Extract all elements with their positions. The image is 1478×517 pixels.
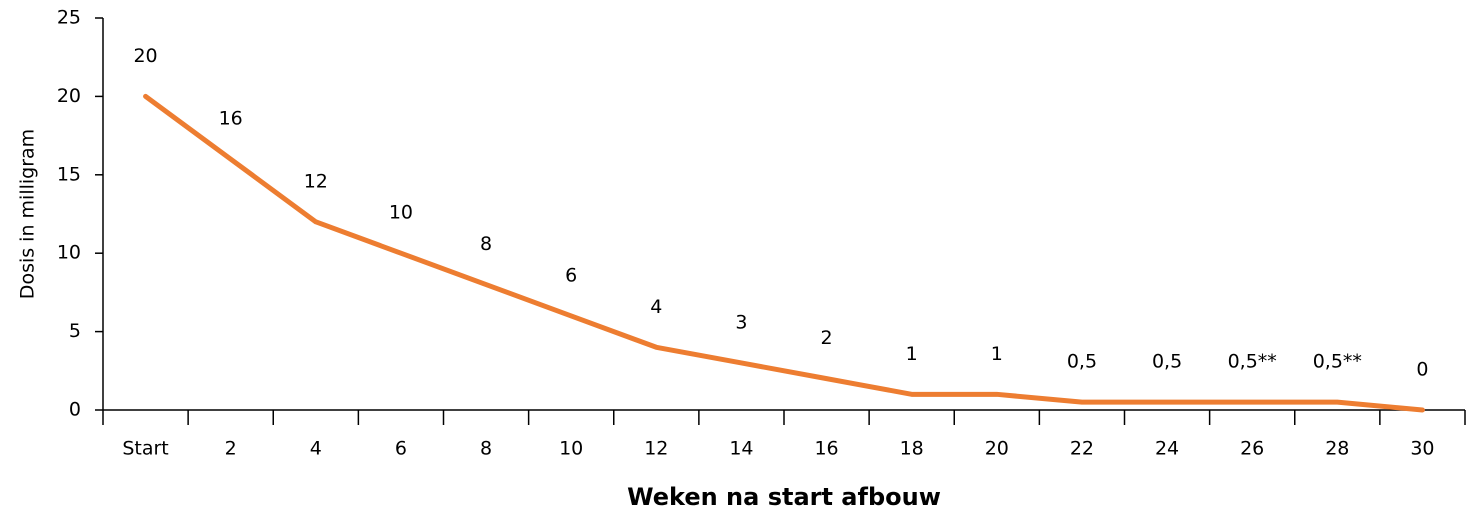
x-tick-label: 30 [1410, 438, 1434, 460]
y-tick-label: 0 [69, 399, 81, 421]
x-tick-label: 6 [395, 438, 407, 460]
data-label: 3 [735, 311, 747, 333]
data-label: 0,5 [1067, 351, 1097, 373]
y-tick-label: 5 [69, 320, 81, 342]
data-label: 2 [821, 327, 833, 349]
y-tick-label: 15 [57, 163, 81, 185]
y-tick-label: 10 [57, 242, 81, 264]
data-label: 4 [650, 296, 662, 318]
data-label: 12 [304, 170, 328, 192]
data-label: 20 [133, 45, 157, 67]
x-tick-label: 4 [310, 438, 322, 460]
y-tick-label: 20 [57, 85, 81, 107]
x-axis-title: Weken na start afbouw [627, 483, 941, 511]
data-label: 8 [480, 233, 492, 255]
data-label: 0 [1416, 359, 1428, 381]
data-label: 16 [219, 108, 243, 130]
data-label: 1 [906, 343, 918, 365]
y-axis-title: Dosis in milligram [17, 129, 39, 299]
x-tick-label: 2 [225, 438, 237, 460]
data-label: 6 [565, 264, 577, 286]
data-label: 10 [389, 202, 413, 224]
x-tick-label: 18 [900, 438, 924, 460]
data-label: 1 [991, 343, 1003, 365]
x-tick-label: 10 [559, 438, 583, 460]
x-tick-label: 24 [1155, 438, 1179, 460]
y-tick-label: 25 [57, 7, 81, 29]
data-label: 0,5 [1152, 351, 1182, 373]
x-tick-label: 26 [1240, 438, 1264, 460]
x-tick-label: 22 [1070, 438, 1094, 460]
x-tick-label: 14 [729, 438, 753, 460]
x-tick-label: 12 [644, 438, 668, 460]
x-tick-label: Start [122, 438, 168, 460]
x-tick-label: 28 [1325, 438, 1349, 460]
x-tick-label: 16 [814, 438, 838, 460]
data-label: 0,5** [1313, 351, 1362, 373]
x-tick-label: 8 [480, 438, 492, 460]
data-label: 0,5** [1228, 351, 1277, 373]
x-tick-label: 20 [985, 438, 1009, 460]
line [143, 93, 1425, 413]
